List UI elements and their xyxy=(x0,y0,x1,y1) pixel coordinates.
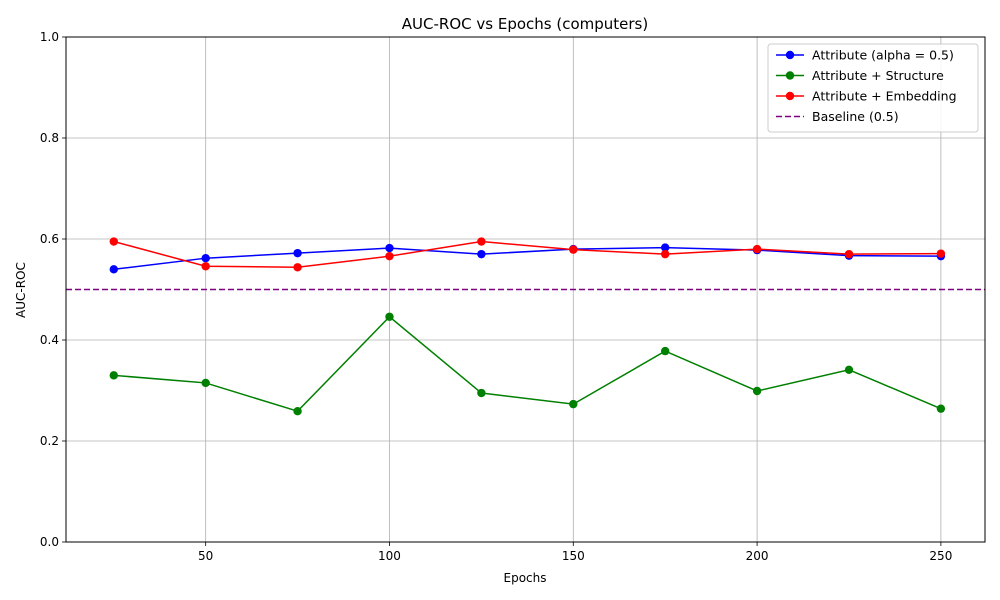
data-point xyxy=(844,249,854,259)
ticks-layer: 50 100 150 200 250 0.0 0.2 0.4 0.6 0.8 1.0 xyxy=(40,30,952,563)
data-point xyxy=(293,407,302,416)
legend-swatch-marker xyxy=(785,71,795,80)
series-3 xyxy=(109,237,946,272)
data-point xyxy=(385,243,394,253)
legend-entry-1: Attribute (alpha = 0.5) xyxy=(776,48,954,63)
x-tick-label: 100 xyxy=(378,549,401,563)
legend-label: Attribute (alpha = 0.5) xyxy=(812,48,954,63)
y-tick-label: 0.0 xyxy=(40,535,59,549)
series-layer xyxy=(109,237,946,416)
data-point xyxy=(477,249,486,259)
legend-box xyxy=(767,43,979,133)
series-2 xyxy=(109,312,946,416)
legend-swatch-marker xyxy=(785,50,795,60)
data-point xyxy=(660,249,670,259)
data-point xyxy=(385,312,394,321)
data-point xyxy=(569,399,578,409)
data-point xyxy=(752,244,762,254)
legend-label: Attribute + Embedding xyxy=(812,89,957,104)
series-line xyxy=(113,240,941,269)
legend-swatch-marker xyxy=(785,91,795,101)
x-tick-label: 50 xyxy=(198,549,213,563)
y-tick-label: 0.8 xyxy=(40,131,59,145)
data-point xyxy=(752,386,762,396)
data-point xyxy=(660,346,670,356)
data-point xyxy=(109,237,118,246)
data-point xyxy=(293,263,302,272)
legend-entry-4: Baseline (0.5) xyxy=(776,109,899,124)
data-point xyxy=(201,253,210,263)
x-tick-label: 150 xyxy=(562,549,585,563)
x-axis-label: Epochs xyxy=(504,571,547,585)
series-line xyxy=(113,315,942,413)
legend-entry-3: Attribute + Embedding xyxy=(776,89,957,104)
y-tick-label: 1.0 xyxy=(40,30,59,44)
x-tick-label: 250 xyxy=(929,549,952,563)
legend-label: Attribute + Structure xyxy=(812,68,944,83)
data-point xyxy=(109,371,118,380)
y-tick-label: 0.2 xyxy=(40,434,59,448)
legend-entry-2: Attribute + Structure xyxy=(776,68,944,83)
data-point xyxy=(477,388,486,398)
series-line xyxy=(113,246,941,271)
legend: Attribute (alpha = 0.5) Attribute + Struc… xyxy=(767,43,979,133)
data-point xyxy=(385,251,394,261)
data-point xyxy=(844,365,854,374)
chart-title: AUC-ROC vs Epochs (computers) xyxy=(402,15,648,33)
y-tick-label: 0.4 xyxy=(40,333,59,347)
data-point xyxy=(293,248,302,258)
data-point xyxy=(201,378,210,388)
x-tick-label: 200 xyxy=(746,549,769,563)
y-axis-label: AUC-ROC xyxy=(14,262,28,318)
data-point xyxy=(936,404,946,413)
plot-area-frame xyxy=(65,36,986,543)
data-point xyxy=(660,243,670,252)
y-tick-label: 0.6 xyxy=(40,232,59,246)
data-point xyxy=(109,265,118,274)
data-point xyxy=(477,237,486,246)
data-point xyxy=(936,249,946,258)
legend-label: Baseline (0.5) xyxy=(812,109,899,124)
data-point xyxy=(201,262,210,271)
data-point xyxy=(569,245,578,254)
